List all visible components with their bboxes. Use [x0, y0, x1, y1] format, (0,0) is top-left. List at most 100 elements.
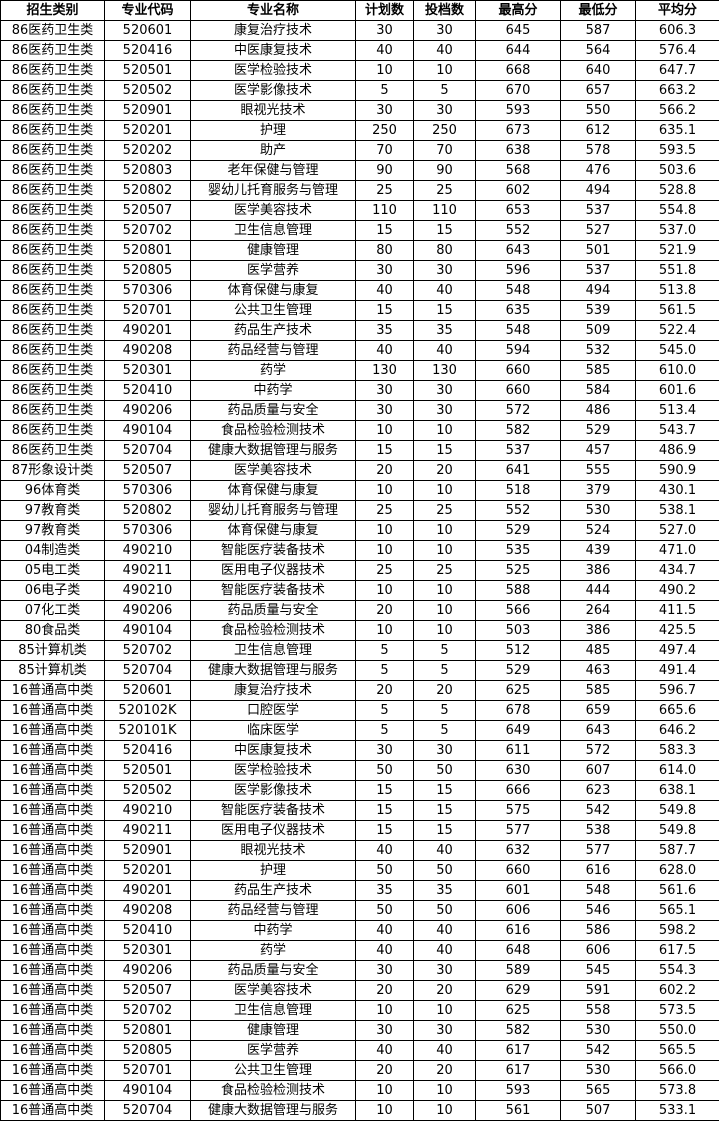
table-cell: 666: [475, 780, 561, 801]
table-cell: 15: [413, 440, 476, 461]
table-cell: 药品经营与管理: [190, 340, 356, 361]
table-cell: 585: [560, 360, 636, 381]
table-cell: 10: [413, 1000, 476, 1021]
table-cell: 614.0: [635, 760, 719, 781]
table-cell: 16普通高中类: [0, 700, 105, 721]
table-cell: 503.6: [635, 160, 719, 181]
table-cell: 86医药卫生类: [0, 420, 105, 441]
table-cell: 668: [475, 60, 561, 81]
table-cell: 520701: [104, 300, 191, 321]
table-cell: 10: [413, 580, 476, 601]
table-cell: 30: [355, 380, 414, 401]
table-cell: 35: [355, 320, 414, 341]
table-cell: 530: [560, 1020, 636, 1041]
table-cell: 50: [413, 860, 476, 881]
table-cell: 96体育类: [0, 480, 105, 501]
table-cell: 491.4: [635, 660, 719, 681]
table-cell: 606: [560, 940, 636, 961]
table-row: 04制造类 490210 智能医疗装备技术 10 10 535 439 471.0: [0, 540, 719, 561]
table-cell: 公共卫生管理: [190, 300, 356, 321]
table-cell: 570306: [104, 480, 191, 501]
table-cell: 86医药卫生类: [0, 80, 105, 101]
table-cell: 10: [413, 1080, 476, 1101]
table-cell: 411.5: [635, 600, 719, 621]
table-row: 86医药卫生类 520502 医学影像技术 5 5 670 657 663.2: [0, 80, 719, 101]
table-cell: 520201: [104, 860, 191, 881]
table-cell: 552: [475, 500, 561, 521]
table-cell: 30: [413, 960, 476, 981]
table-cell: 660: [475, 380, 561, 401]
table-cell: 85计算机类: [0, 660, 105, 681]
table-cell: 婴幼儿托育服务与管理: [190, 180, 356, 201]
table-cell: 520701: [104, 1060, 191, 1081]
table-cell: 250: [413, 120, 476, 141]
table-cell: 50: [413, 760, 476, 781]
table-cell: 口腔医学: [190, 700, 356, 721]
table-cell: 548: [560, 880, 636, 901]
table-cell: 653: [475, 200, 561, 221]
table-cell: 35: [413, 320, 476, 341]
table-cell: 25: [355, 560, 414, 581]
table-cell: 10: [355, 1080, 414, 1101]
table-cell: 539: [560, 300, 636, 321]
table-cell: 医用电子仪器技术: [190, 560, 356, 581]
table-cell: 550: [560, 100, 636, 121]
table-cell: 503: [475, 620, 561, 641]
table-cell: 35: [413, 880, 476, 901]
table-cell: 86医药卫生类: [0, 200, 105, 221]
table-cell: 485: [560, 640, 636, 661]
table-cell: 05电工类: [0, 560, 105, 581]
table-row: 16普通高中类 490201 药品生产技术 35 35 601 548 561.6: [0, 880, 719, 901]
table-cell: 30: [413, 20, 476, 41]
table-cell: 110: [413, 200, 476, 221]
table-cell: 40: [355, 40, 414, 61]
header-cell: 招生类别: [0, 0, 105, 21]
table-cell: 550.0: [635, 1020, 719, 1041]
table-cell: 566.0: [635, 1060, 719, 1081]
table-cell: 16普通高中类: [0, 860, 105, 881]
table-cell: 85计算机类: [0, 640, 105, 661]
table-cell: 10: [355, 1000, 414, 1021]
table-cell: 641: [475, 460, 561, 481]
table-cell: 649: [475, 720, 561, 741]
table-cell: 529: [475, 520, 561, 541]
table-row: 86医药卫生类 490206 药品质量与安全 30 30 572 486 513.4: [0, 400, 719, 421]
table-cell: 568: [475, 160, 561, 181]
table-cell: 健康管理: [190, 1020, 356, 1041]
table-cell: 86医药卫生类: [0, 160, 105, 181]
table-cell: 565.5: [635, 1040, 719, 1061]
table-cell: 549.8: [635, 820, 719, 841]
table-cell: 520704: [104, 440, 191, 461]
table-cell: 542: [560, 1040, 636, 1061]
table-cell: 566.2: [635, 100, 719, 121]
table-cell: 15: [355, 820, 414, 841]
table-cell: 577: [560, 840, 636, 861]
table-cell: 20: [413, 460, 476, 481]
table-cell: 药学: [190, 360, 356, 381]
table-cell: 490206: [104, 600, 191, 621]
table-cell: 86医药卫生类: [0, 300, 105, 321]
table-cell: 594: [475, 340, 561, 361]
table-row: 85计算机类 520704 健康大数据管理与服务 5 5 529 463 491.4: [0, 660, 719, 681]
table-cell: 中药学: [190, 380, 356, 401]
table-row: 86医药卫生类 520803 老年保健与管理 90 90 568 476 503.6: [0, 160, 719, 181]
table-cell: 10: [413, 600, 476, 621]
table-cell: 16普通高中类: [0, 1020, 105, 1041]
table-cell: 25: [355, 180, 414, 201]
table-row: 16普通高中类 520201 护理 50 50 660 616 628.0: [0, 860, 719, 881]
header-cell: 专业名称: [190, 0, 356, 21]
header-cell: 投档数: [413, 0, 476, 21]
table-cell: 86医药卫生类: [0, 340, 105, 361]
table-cell: 10: [355, 420, 414, 441]
table-cell: 卫生信息管理: [190, 1000, 356, 1021]
table-cell: 617: [475, 1060, 561, 1081]
table-cell: 665.6: [635, 700, 719, 721]
table-cell: 86医药卫生类: [0, 220, 105, 241]
table-cell: 583.3: [635, 740, 719, 761]
table-row: 85计算机类 520702 卫生信息管理 5 5 512 485 497.4: [0, 640, 719, 661]
table-cell: 体育保健与康复: [190, 520, 356, 541]
table-cell: 527: [560, 220, 636, 241]
table-cell: 494: [560, 180, 636, 201]
table-cell: 513.4: [635, 400, 719, 421]
table-cell: 食品检验检测技术: [190, 1080, 356, 1101]
